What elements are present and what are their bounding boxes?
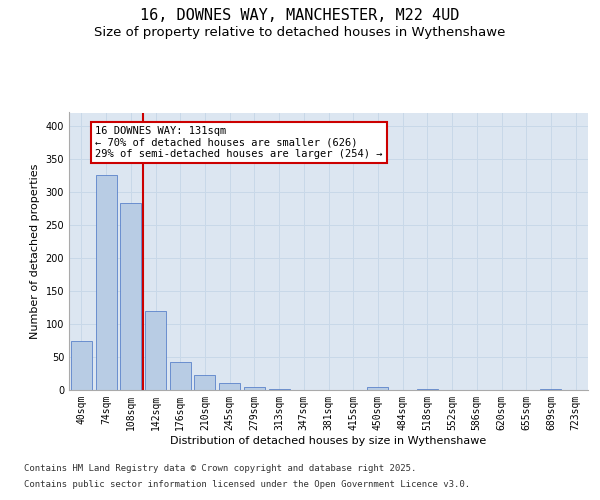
Bar [219, 382, 240, 390]
Bar [71, 341, 92, 390]
Y-axis label: Number of detached properties: Number of detached properties [30, 164, 40, 339]
Bar [541, 388, 562, 390]
Bar [95, 174, 116, 390]
Bar [417, 388, 438, 390]
Text: Size of property relative to detached houses in Wythenshawe: Size of property relative to detached ho… [94, 26, 506, 39]
Bar [194, 375, 215, 390]
X-axis label: Distribution of detached houses by size in Wythenshawe: Distribution of detached houses by size … [170, 436, 487, 446]
Bar [120, 203, 141, 390]
Bar [170, 362, 191, 390]
Bar [145, 310, 166, 390]
Bar [367, 386, 388, 390]
Text: Contains public sector information licensed under the Open Government Licence v3: Contains public sector information licen… [24, 480, 470, 489]
Text: 16, DOWNES WAY, MANCHESTER, M22 4UD: 16, DOWNES WAY, MANCHESTER, M22 4UD [140, 8, 460, 22]
Bar [244, 388, 265, 390]
Text: 16 DOWNES WAY: 131sqm
← 70% of detached houses are smaller (626)
29% of semi-det: 16 DOWNES WAY: 131sqm ← 70% of detached … [95, 126, 382, 159]
Text: Contains HM Land Registry data © Crown copyright and database right 2025.: Contains HM Land Registry data © Crown c… [24, 464, 416, 473]
